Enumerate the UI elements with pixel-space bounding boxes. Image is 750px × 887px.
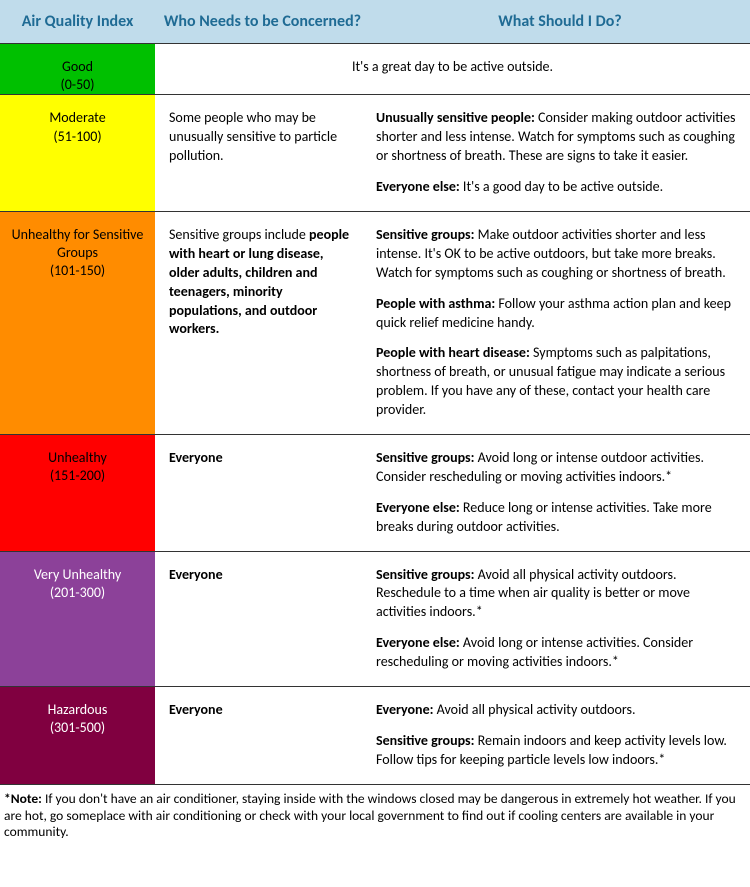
aqi-cell: Unhealthy for Sensitive Groups(101-150) xyxy=(0,212,155,434)
footnote: *Note: If you don't have an air conditio… xyxy=(0,784,750,852)
concern-cell: Everyone xyxy=(155,552,370,686)
aqi-row: Unhealthy(151-200)EveryoneSensitive grou… xyxy=(0,434,750,551)
aqi-label: Unhealthy for Sensitive Groups xyxy=(4,226,151,262)
header-concern: Who Needs to be Concerned? xyxy=(155,0,370,43)
action-cell: Sensitive groups: Avoid all physical act… xyxy=(370,552,750,686)
aqi-cell: Moderate(51-100) xyxy=(0,95,155,211)
concern-cell: Everyone xyxy=(155,687,370,784)
aqi-row: Hazardous(301-500)EveryoneEveryone: Avoi… xyxy=(0,686,750,784)
concern-cell: Some people who may be unusually sensiti… xyxy=(155,95,370,211)
aqi-range: (201-300) xyxy=(4,584,151,602)
aqi-row: Very Unhealthy(201-300)EveryoneSensitive… xyxy=(0,551,750,686)
aqi-range: (151-200) xyxy=(4,467,151,485)
aqi-range: (101-150) xyxy=(4,262,151,280)
aqi-cell: Unhealthy(151-200) xyxy=(0,435,155,551)
concern-cell: Everyone xyxy=(155,435,370,551)
aqi-range: (51-100) xyxy=(4,128,151,146)
aqi-cell: Very Unhealthy(201-300) xyxy=(0,552,155,686)
aqi-range: (301-500) xyxy=(4,719,151,737)
aqi-cell: Hazardous(301-500) xyxy=(0,687,155,784)
aqi-label: Moderate xyxy=(4,109,151,127)
aqi-cell: Good(0-50) xyxy=(0,44,155,94)
action-cell: Sensitive groups: Make outdoor activitie… xyxy=(370,212,750,434)
aqi-label: Hazardous xyxy=(4,701,151,719)
concern-cell: Sensitive groups include people with hea… xyxy=(155,212,370,434)
header-row: Air Quality IndexWho Needs to be Concern… xyxy=(0,0,750,43)
aqi-row: Moderate(51-100)Some people who may be u… xyxy=(0,94,750,211)
aqi-row: Good(0-50)It's a great day to be active … xyxy=(0,43,750,94)
header-aqi: Air Quality Index xyxy=(0,0,155,43)
action-cell: Sensitive groups: Avoid long or intense … xyxy=(370,435,750,551)
aqi-label: Good xyxy=(4,58,151,76)
action-cell: Everyone: Avoid all physical activity ou… xyxy=(370,687,750,784)
header-action: What Should I Do? xyxy=(370,0,750,43)
action-cell: Unusually sensitive people: Consider mak… xyxy=(370,95,750,211)
aqi-range: (0-50) xyxy=(4,76,151,94)
aqi-label: Very Unhealthy xyxy=(4,566,151,584)
aqi-label: Unhealthy xyxy=(4,449,151,467)
aqi-row: Unhealthy for Sensitive Groups(101-150)S… xyxy=(0,211,750,434)
action-cell: It's a great day to be active outside. xyxy=(155,44,750,94)
aqi-table: Air Quality IndexWho Needs to be Concern… xyxy=(0,0,750,851)
